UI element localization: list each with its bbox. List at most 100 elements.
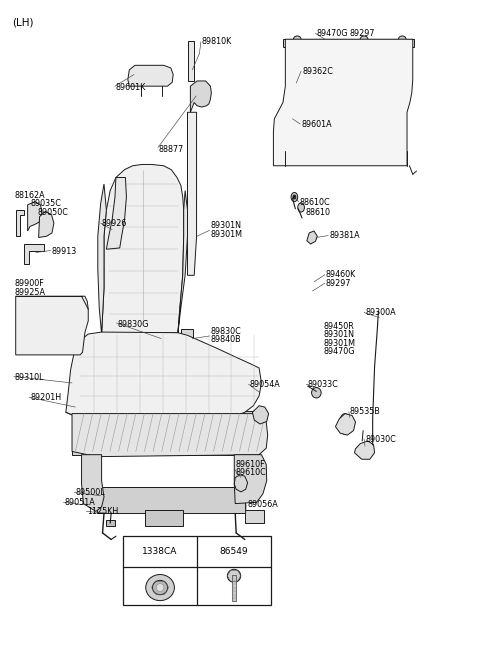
Polygon shape (307, 231, 317, 244)
Text: 89300A: 89300A (365, 308, 396, 317)
Text: 89470G: 89470G (316, 29, 348, 38)
Polygon shape (234, 455, 267, 504)
Polygon shape (16, 296, 88, 355)
Text: 1338CA: 1338CA (143, 547, 178, 556)
Text: 89297: 89297 (350, 29, 375, 38)
Bar (350, 92, 397, 157)
Ellipse shape (228, 569, 240, 582)
Text: 88162A: 88162A (15, 191, 46, 200)
Polygon shape (72, 413, 268, 457)
Text: 89601K: 89601K (116, 83, 146, 92)
Text: 88610C: 88610C (300, 198, 330, 207)
Text: 89035C: 89035C (30, 199, 61, 208)
Polygon shape (28, 202, 42, 231)
Ellipse shape (30, 316, 41, 335)
Text: 89500L: 89500L (75, 488, 105, 497)
Text: 89201H: 89201H (30, 394, 61, 402)
Text: 88877: 88877 (159, 145, 184, 154)
Polygon shape (38, 212, 54, 238)
Polygon shape (128, 66, 173, 86)
Text: (LH): (LH) (12, 18, 34, 28)
Ellipse shape (398, 36, 406, 43)
Text: 89610C: 89610C (235, 468, 266, 477)
Bar (245, 510, 264, 523)
Text: 89301M: 89301M (210, 230, 242, 238)
Ellipse shape (166, 331, 176, 341)
Ellipse shape (293, 36, 301, 43)
Bar (107, 520, 115, 527)
Polygon shape (252, 405, 269, 424)
Polygon shape (82, 455, 104, 512)
Ellipse shape (30, 210, 37, 223)
Text: 89830C: 89830C (210, 327, 241, 336)
Ellipse shape (41, 218, 49, 231)
Text: 89297: 89297 (326, 278, 351, 288)
Polygon shape (24, 244, 44, 263)
Polygon shape (191, 81, 211, 112)
Ellipse shape (153, 580, 168, 595)
Bar (72, 411, 259, 417)
Text: 89054A: 89054A (250, 381, 280, 389)
Text: 89913: 89913 (51, 247, 77, 255)
Polygon shape (98, 184, 107, 334)
Ellipse shape (193, 86, 208, 102)
Text: 89381A: 89381A (329, 231, 360, 240)
Text: 89301N: 89301N (210, 221, 241, 231)
Text: 89925A: 89925A (15, 288, 46, 297)
Text: 89033C: 89033C (307, 380, 338, 389)
Text: 89830G: 89830G (117, 320, 149, 329)
Text: 88610: 88610 (305, 208, 330, 217)
Polygon shape (188, 112, 197, 275)
Ellipse shape (298, 203, 304, 212)
Polygon shape (102, 164, 184, 334)
Polygon shape (16, 210, 24, 236)
Text: 89030C: 89030C (365, 434, 396, 443)
Ellipse shape (53, 316, 64, 335)
Ellipse shape (45, 304, 72, 347)
Text: 89051A: 89051A (64, 498, 95, 507)
Polygon shape (336, 413, 356, 435)
Polygon shape (107, 178, 126, 250)
Bar (123, 536, 271, 605)
Ellipse shape (146, 574, 174, 601)
Text: 1125KH: 1125KH (87, 507, 119, 516)
Polygon shape (355, 441, 374, 459)
Text: 89601A: 89601A (301, 119, 332, 128)
Text: 89310L: 89310L (15, 373, 44, 382)
Text: 86549: 86549 (220, 547, 248, 556)
Polygon shape (234, 475, 248, 492)
Text: 89050C: 89050C (37, 208, 68, 217)
Text: 89362C: 89362C (302, 67, 333, 76)
Text: 89301M: 89301M (323, 339, 355, 348)
Bar (232, 574, 236, 601)
Bar (72, 448, 259, 455)
Text: 89810K: 89810K (202, 37, 232, 47)
Bar (97, 487, 245, 514)
Bar (144, 510, 183, 527)
Ellipse shape (312, 388, 321, 398)
Bar (291, 92, 339, 157)
Bar (283, 39, 414, 47)
Polygon shape (66, 332, 262, 420)
Text: 89056A: 89056A (247, 500, 278, 510)
Text: 89535B: 89535B (350, 407, 381, 416)
Text: 89470G: 89470G (323, 347, 355, 356)
Polygon shape (274, 39, 413, 166)
Ellipse shape (293, 195, 296, 199)
Text: 89610F: 89610F (235, 460, 265, 469)
Text: 89926: 89926 (102, 219, 127, 229)
Ellipse shape (339, 413, 351, 434)
Text: 89900F: 89900F (15, 279, 45, 288)
Text: 89450R: 89450R (323, 322, 354, 331)
Ellipse shape (111, 237, 115, 242)
Polygon shape (188, 41, 194, 81)
Text: 89301N: 89301N (323, 330, 354, 339)
Ellipse shape (360, 36, 368, 43)
Ellipse shape (111, 227, 115, 233)
Ellipse shape (156, 584, 164, 591)
Bar (164, 329, 178, 343)
Ellipse shape (291, 193, 298, 202)
Text: 89460K: 89460K (326, 270, 356, 279)
Text: 89840B: 89840B (210, 335, 241, 345)
Ellipse shape (111, 219, 115, 225)
